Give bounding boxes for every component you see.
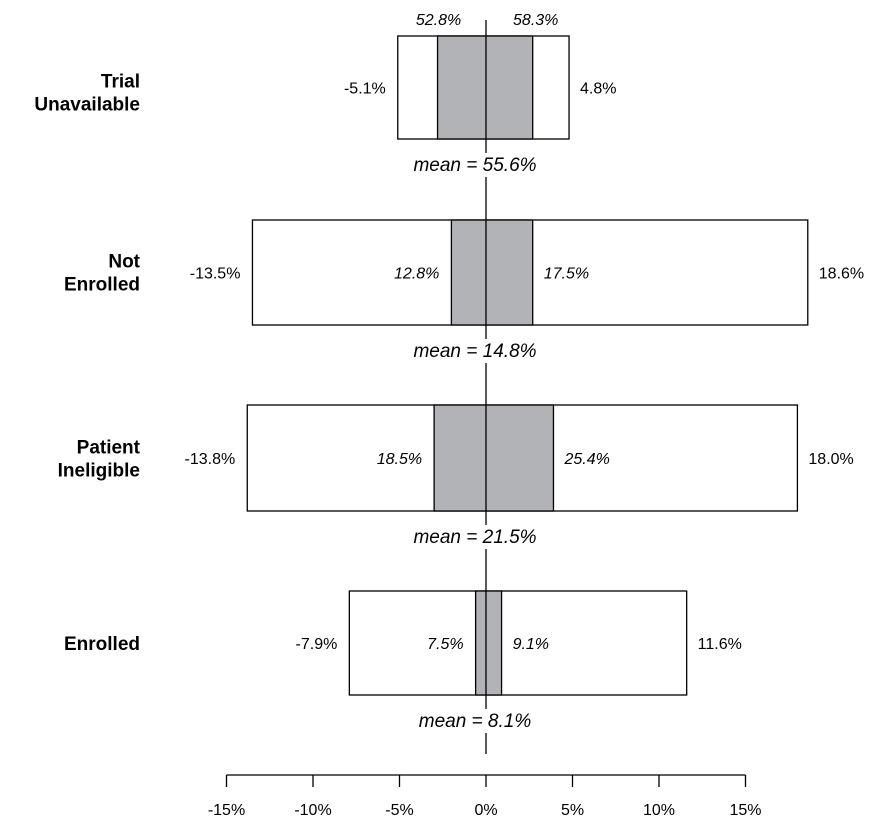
category-label: Not xyxy=(108,252,140,273)
category-label: Patient xyxy=(77,438,141,459)
inner-high-label: 17.5% xyxy=(544,266,589,283)
x-tick-label: -5% xyxy=(385,802,413,819)
inner-low-label: 12.8% xyxy=(394,266,439,283)
category-label: Ineligible xyxy=(58,461,140,482)
category-label: Enrolled xyxy=(64,634,140,655)
inner-low-label: 7.5% xyxy=(427,636,463,653)
outer-high-label: 11.6% xyxy=(698,636,742,653)
x-tick-label: -10% xyxy=(294,802,331,819)
x-tick-label: -15% xyxy=(208,802,245,819)
outer-low-label: -13.5% xyxy=(190,266,241,283)
category-label: Enrolled xyxy=(64,275,140,296)
outer-box xyxy=(348,590,688,696)
outer-low-label: -7.9% xyxy=(296,636,338,653)
x-tick-label: 15% xyxy=(729,802,761,819)
outer-high-label: 18.6% xyxy=(819,266,864,283)
inner-box xyxy=(436,35,534,140)
category-label: Trial xyxy=(101,72,140,93)
inner-box xyxy=(474,590,503,696)
inner-box xyxy=(433,404,555,512)
outer-low-label: -5.1% xyxy=(344,81,386,98)
inner-low-label: 18.5% xyxy=(377,451,422,468)
x-tick-label: 5% xyxy=(561,802,584,819)
inner-high-label: 58.3% xyxy=(513,12,558,29)
mean-label: mean = 8.1% xyxy=(419,711,532,732)
outer-high-label: 18.0% xyxy=(808,451,853,468)
outer-low-label: -13.8% xyxy=(185,451,236,468)
inner-low-label: 52.8% xyxy=(416,12,461,29)
inner-high-label: 9.1% xyxy=(513,636,549,653)
mean-label: mean = 21.5% xyxy=(413,527,536,548)
category-label: Unavailable xyxy=(34,95,140,116)
x-tick-label: 10% xyxy=(643,802,675,819)
inner-box xyxy=(450,219,534,326)
mean-label: mean = 14.8% xyxy=(413,341,536,362)
mean-label: mean = 55.6% xyxy=(413,155,536,176)
x-tick-label: 0% xyxy=(474,802,497,819)
outer-high-label: 4.8% xyxy=(580,81,616,98)
inner-high-label: 25.4% xyxy=(563,451,609,468)
